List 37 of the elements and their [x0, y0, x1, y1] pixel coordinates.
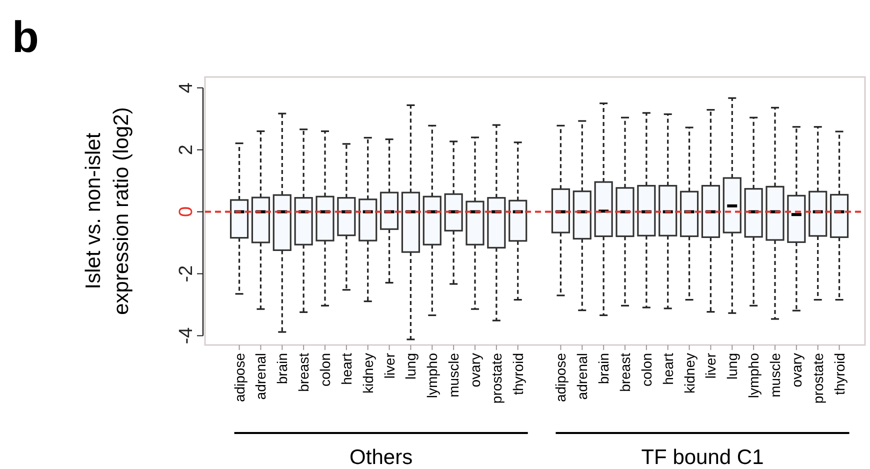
x-tick-label: lung [724, 353, 740, 380]
x-tick-label: heart [660, 352, 676, 385]
x-tick-label: adrenal [252, 353, 269, 400]
y-axis-title: Islet vs. non-islet expression ratio (log2) [82, 107, 133, 315]
x-tick-label: breast [617, 352, 633, 392]
y-tick-label: 2 [176, 144, 197, 156]
x-tick-label: ovary [788, 353, 804, 388]
x-tick-label: kidney [360, 353, 376, 394]
x-tick-label: colon [317, 353, 333, 386]
text: b [12, 13, 39, 62]
x-tick-label: lympho [746, 352, 762, 398]
x-tick-label: adipose [552, 352, 569, 402]
x-tick-label: prostate [488, 352, 504, 404]
y-tick-label: -2 [176, 265, 197, 282]
text: TF bound C1 [641, 446, 764, 469]
x-tick-label: kidney [681, 353, 698, 394]
x-tick-label: thyroid [831, 353, 848, 396]
x-tick-label: muscle [767, 352, 783, 398]
x-tick-label: thyroid [510, 353, 526, 396]
x-tick-label: colon [638, 353, 654, 386]
x-tick-label: lung [402, 353, 419, 380]
x-tick-label: prostate [810, 352, 826, 404]
x-tick-label: lympho [424, 352, 440, 398]
y-tick-label: -4 [176, 326, 197, 344]
y-tick-label: 0 [176, 206, 197, 218]
x-tick-label: muscle [446, 352, 462, 398]
y-tick-label: 4 [176, 82, 197, 94]
x-tick-label: liver [702, 352, 719, 379]
x-tick-label: breast [296, 352, 312, 392]
x-tick-label: heart [338, 352, 354, 385]
text: Others [350, 446, 413, 469]
x-tick-label: brain [274, 353, 290, 384]
x-tick-label: brain [596, 353, 612, 384]
x-tick-label: adipose [231, 352, 248, 402]
x-tick-label: ovary [467, 353, 483, 388]
x-tick-label: adrenal [574, 353, 590, 400]
x-tick-label: liver [381, 352, 398, 379]
